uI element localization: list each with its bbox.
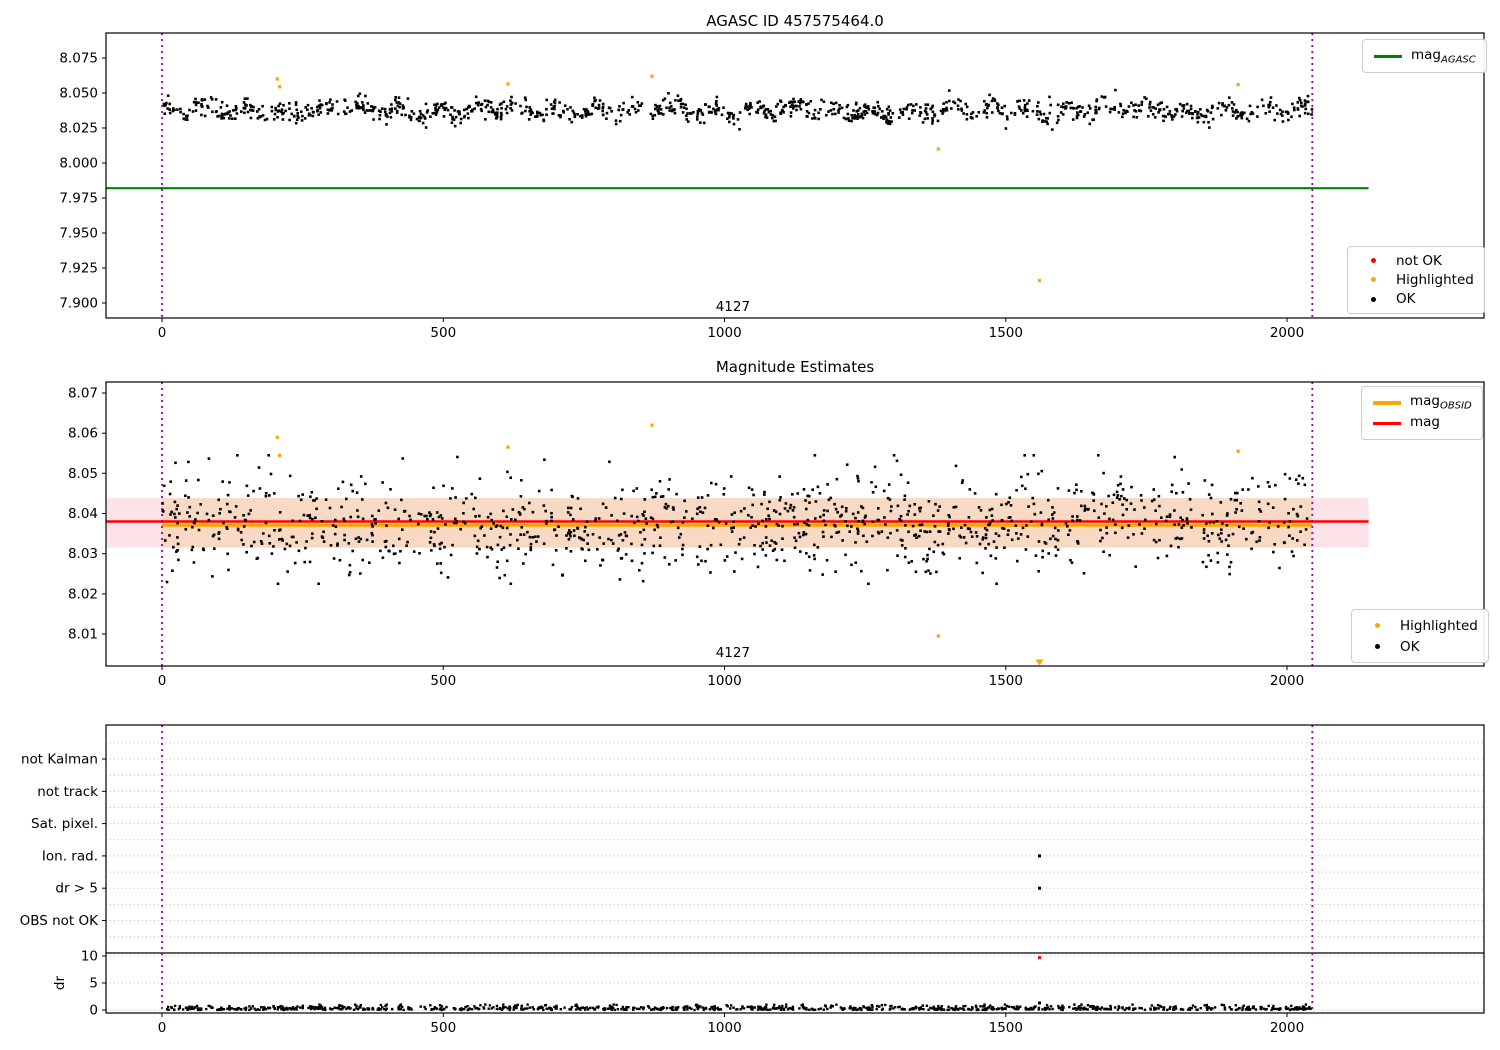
x-tick-label: 1500 [989, 325, 1023, 341]
plot2-highlighted-points [275, 423, 1240, 666]
obsid-range-vlines [161, 33, 1314, 318]
x-tick-label: 1500 [989, 673, 1023, 689]
flag-category-label: dr > 5 [55, 881, 98, 897]
plot2-title: Magnitude Estimates [715, 358, 875, 376]
legend-label-ok-mid: OK [1400, 638, 1420, 655]
x-axis-ticks: 0 500 1000 1500 2000 [158, 666, 1304, 689]
red-line-swatch [1370, 422, 1404, 425]
x-axis-ticks: 0 500 1000 1500 2000 [158, 318, 1304, 341]
legend-top-markers: not OK Highlighted OK [1347, 246, 1485, 314]
annotation: 4127 [716, 645, 750, 661]
y-tick-label: 7.950 [59, 226, 98, 242]
plot2-ok-scatter [161, 454, 1309, 586]
orange-dot-swatch [1356, 277, 1390, 283]
y-tick-label: 8.075 [59, 51, 98, 67]
y-tick-label: 8.000 [59, 156, 98, 172]
y-tick-label: 8.01 [68, 627, 98, 643]
flag-category-label: not track [37, 784, 98, 800]
x-tick-label: 0 [158, 1020, 167, 1036]
x-tick-label: 0 [158, 673, 167, 689]
axes-border [105, 32, 1485, 319]
plot1-highlighted-points [275, 74, 1240, 283]
y-tick-label: 8.02 [68, 586, 98, 602]
annotation: 4127 [716, 299, 750, 315]
flags-y-axis: not Kalman not track Sat. pixel. Ion. rad. d… [20, 752, 106, 1019]
dr-axis-label: dr [52, 975, 68, 990]
x-tick-label: 1500 [989, 1020, 1023, 1036]
x-tick-label: 500 [430, 325, 456, 341]
x-tick-label: 0 [158, 325, 167, 341]
obsid-annotation: 4127 [716, 299, 750, 315]
legend-item-not-ok: not OK [1356, 251, 1474, 270]
legend-item-highlighted: Highlighted [1356, 270, 1474, 289]
x-tick-label: 1000 [707, 325, 741, 341]
dr-tick-label: 10 [81, 949, 98, 965]
y-tick-label: 7.925 [59, 261, 98, 277]
x-axis-ticks: 0 500 1000 1500 2000 [158, 1013, 1304, 1036]
legend-item-highlighted-mid: Highlighted [1360, 615, 1478, 636]
legend-mag-agasc: magAGASC [1362, 39, 1487, 73]
x-tick-label: 500 [430, 673, 456, 689]
y-tick-label: 8.04 [68, 506, 98, 522]
orange-line-swatch [1370, 400, 1404, 405]
x-tick-label: 500 [430, 1020, 456, 1036]
dr-ok-scatter [165, 1003, 1312, 1012]
clipped-highlighted-point [1035, 659, 1044, 666]
x-tick-label: 1000 [707, 1020, 741, 1036]
legend-item-ok-mid: OK [1360, 636, 1478, 657]
x-tick-label: 2000 [1270, 1020, 1304, 1036]
flag-gridlines [106, 742, 1484, 1011]
x-tick-label: 2000 [1270, 673, 1304, 689]
y-axis-ticks: 8.075 8.050 8.025 8.000 7.975 7.950 7.925 7.900 [59, 51, 106, 312]
black-dot-swatch [1356, 296, 1390, 302]
flag-category-label: not Kalman [21, 752, 98, 768]
legend-item-mag-agasc: magAGASC [1371, 46, 1476, 67]
legend-label-mag-agasc: magAGASC [1411, 46, 1476, 66]
dr-tick-label: 0 [89, 1003, 98, 1019]
y-tick-label: 8.05 [68, 466, 98, 482]
black-dot-swatch [1360, 644, 1394, 649]
x-tick-label: 1000 [707, 673, 741, 689]
orange-dot-swatch [1360, 623, 1394, 628]
obsid-annotation: 4127 [716, 645, 750, 661]
x-tick-label: 2000 [1270, 325, 1304, 341]
band-inner [162, 498, 1313, 548]
legend-label-highlighted-mid: Highlighted [1400, 617, 1478, 634]
legend-mid-markers: Highlighted OK [1351, 609, 1489, 663]
axes-border [105, 381, 1485, 667]
flag-points [1038, 854, 1041, 890]
legend-label-highlighted: Highlighted [1396, 271, 1474, 288]
green-line-swatch [1371, 54, 1405, 58]
obsid-range-vlines [161, 725, 1314, 1013]
axes-border [105, 724, 1485, 1014]
legend-item-ok: OK [1356, 290, 1474, 309]
y-tick-label: 7.975 [59, 191, 98, 207]
legend-item-mag: mag [1370, 413, 1472, 434]
dr-tick-label: 5 [89, 976, 98, 992]
y-tick-label: 8.07 [68, 386, 98, 402]
flag-category-label: Sat. pixel. [31, 816, 98, 832]
y-tick-label: 8.06 [68, 426, 98, 442]
y-axis-ticks: 8.07 8.06 8.05 8.04 8.03 8.02 8.01 [68, 386, 106, 643]
y-tick-label: 8.03 [68, 546, 98, 562]
flag-category-label: OBS not OK [20, 913, 100, 929]
legend-item-mag-obsid: magOBSID [1370, 392, 1472, 413]
plot1-title: AGASC ID 457575464.0 [706, 12, 884, 30]
legend-label-mag-obsid: magOBSID [1410, 393, 1472, 412]
red-dot-swatch [1356, 258, 1390, 264]
dr-outlier-points [1038, 956, 1041, 1005]
plot1-ok-scatter [162, 88, 1314, 131]
legend-mid-lines: magOBSID mag [1361, 386, 1483, 440]
mag-error-band-obsid [162, 498, 1313, 548]
legend-label-not-ok: not OK [1396, 252, 1442, 269]
legend-label-ok: OK [1396, 291, 1416, 308]
flag-category-label: Ion. rad. [42, 848, 98, 864]
y-tick-label: 8.025 [59, 121, 98, 137]
legend-label-mag: mag [1410, 414, 1440, 431]
y-tick-label: 7.900 [59, 296, 98, 312]
y-tick-label: 8.050 [59, 86, 98, 102]
